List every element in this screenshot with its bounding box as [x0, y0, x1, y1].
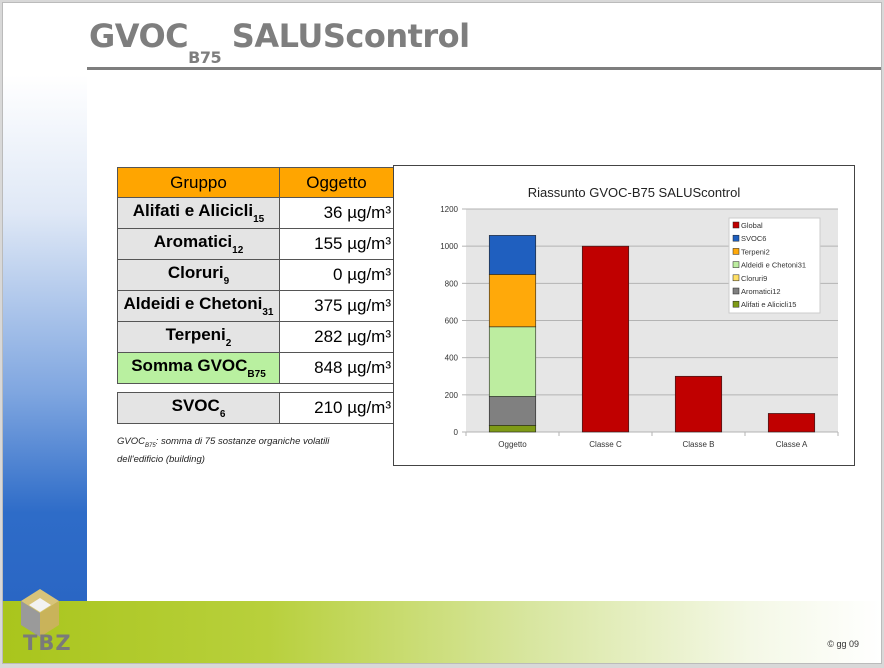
- bar-segment: [767, 413, 816, 433]
- tbz-logo-icon: [21, 589, 59, 637]
- copyright: © gg 09: [827, 639, 859, 649]
- row-name: Aldeidi e Chetoni31: [117, 290, 280, 322]
- bar-segment: [488, 425, 537, 433]
- legend-label: SVOC6: [741, 234, 766, 243]
- x-tick-label: Classe C: [589, 440, 622, 449]
- y-tick-label: 600: [445, 317, 459, 326]
- row-value: 848 µg/m³: [279, 352, 394, 384]
- bar-segment: [674, 375, 723, 433]
- y-tick-label: 200: [445, 391, 459, 400]
- legend-label: Aromatici12: [741, 287, 781, 296]
- x-tick-label: Classe A: [776, 440, 808, 449]
- table-row: Alifati e Alicicli15 36 µg/m³: [117, 197, 394, 229]
- title-divider: [87, 67, 881, 70]
- row-value: 0 µg/m³: [279, 259, 394, 291]
- table-row-svoc: SVOC6 210 µg/m³: [117, 392, 394, 424]
- row-name: Aromatici12: [117, 228, 280, 260]
- row-value: 210 µg/m³: [279, 392, 394, 424]
- x-tick-label: Classe B: [682, 440, 714, 449]
- data-table: Gruppo Oggetto Alifati e Alicicli15 36 µg…: [117, 167, 394, 424]
- legend-swatch: [732, 274, 740, 282]
- legend-swatch: [732, 248, 740, 255]
- footnote: GVOCB75: somma di 75 sostanze organiche …: [117, 436, 330, 465]
- row-name: Somma GVOCB75: [117, 352, 280, 384]
- legend-swatch: [732, 300, 740, 308]
- y-tick-label: 1000: [440, 242, 458, 251]
- table-row: Aldeidi e Chetoni31 375 µg/m³: [117, 290, 394, 322]
- chart-title: Riassunto GVOC-B75 SALUScontrol: [528, 185, 741, 200]
- footer-band: [3, 601, 881, 663]
- row-value: 375 µg/m³: [279, 290, 394, 322]
- table-row: Terpeni2 282 µg/m³: [117, 321, 394, 353]
- bar-segment: [488, 396, 537, 426]
- row-value: 282 µg/m³: [279, 321, 394, 353]
- legend-label: Aldeidi e Chetoni31: [741, 261, 806, 270]
- row-name: Alifati e Alicicli15: [117, 197, 280, 229]
- row-name: SVOC6: [117, 392, 280, 424]
- row-name: Terpeni2: [117, 321, 280, 353]
- header-oggetto: Oggetto: [279, 167, 394, 198]
- x-tick-label: Oggetto: [498, 440, 527, 449]
- legend-swatch: [732, 261, 740, 268]
- title-subscript: B75: [188, 48, 222, 67]
- title-rest: SALUScontrol: [231, 17, 470, 55]
- y-tick-label: 800: [445, 279, 459, 288]
- legend-label: Alifati e Alicicli15: [741, 300, 796, 309]
- y-tick-label: 400: [445, 354, 459, 363]
- row-value: 155 µg/m³: [279, 228, 394, 260]
- sidebar-gradient: [3, 3, 87, 603]
- y-tick-label: 0: [454, 428, 459, 437]
- chart-svg: Riassunto GVOC-B75 SALUScontrol 0 200 400 60…: [440, 185, 839, 449]
- legend-swatch: [732, 221, 740, 229]
- table-header: Gruppo Oggetto: [117, 167, 394, 198]
- page-title: GVOCB75 SALUScontrol: [89, 17, 470, 67]
- bar-segment: [488, 326, 537, 397]
- legend-label: Cloruri9: [741, 274, 767, 283]
- chart: Riassunto GVOC-B75 SALUScontrol 0 200 400 60…: [393, 165, 855, 466]
- legend-box: [728, 217, 821, 314]
- legend-label: Global: [741, 221, 763, 230]
- legend-label: Terpeni2: [741, 247, 770, 256]
- logo-text: TBZ: [23, 631, 72, 655]
- row-value: 36 µg/m³: [279, 197, 394, 229]
- table-row: Aromatici12 155 µg/m³: [117, 228, 394, 260]
- legend-swatch: [732, 234, 740, 242]
- bar-segment: [581, 245, 630, 433]
- row-name: Cloruri9: [117, 259, 280, 291]
- table-row: Cloruri9 0 µg/m³: [117, 259, 394, 291]
- y-tick-label: 1200: [440, 205, 458, 214]
- header-gruppo: Gruppo: [117, 167, 280, 198]
- bar-segment: [488, 274, 537, 328]
- title-main: GVOC: [89, 17, 189, 55]
- table-row: Somma GVOCB75 848 µg/m³: [117, 352, 394, 384]
- legend-swatch: [732, 287, 740, 295]
- bar-segment: [488, 235, 537, 275]
